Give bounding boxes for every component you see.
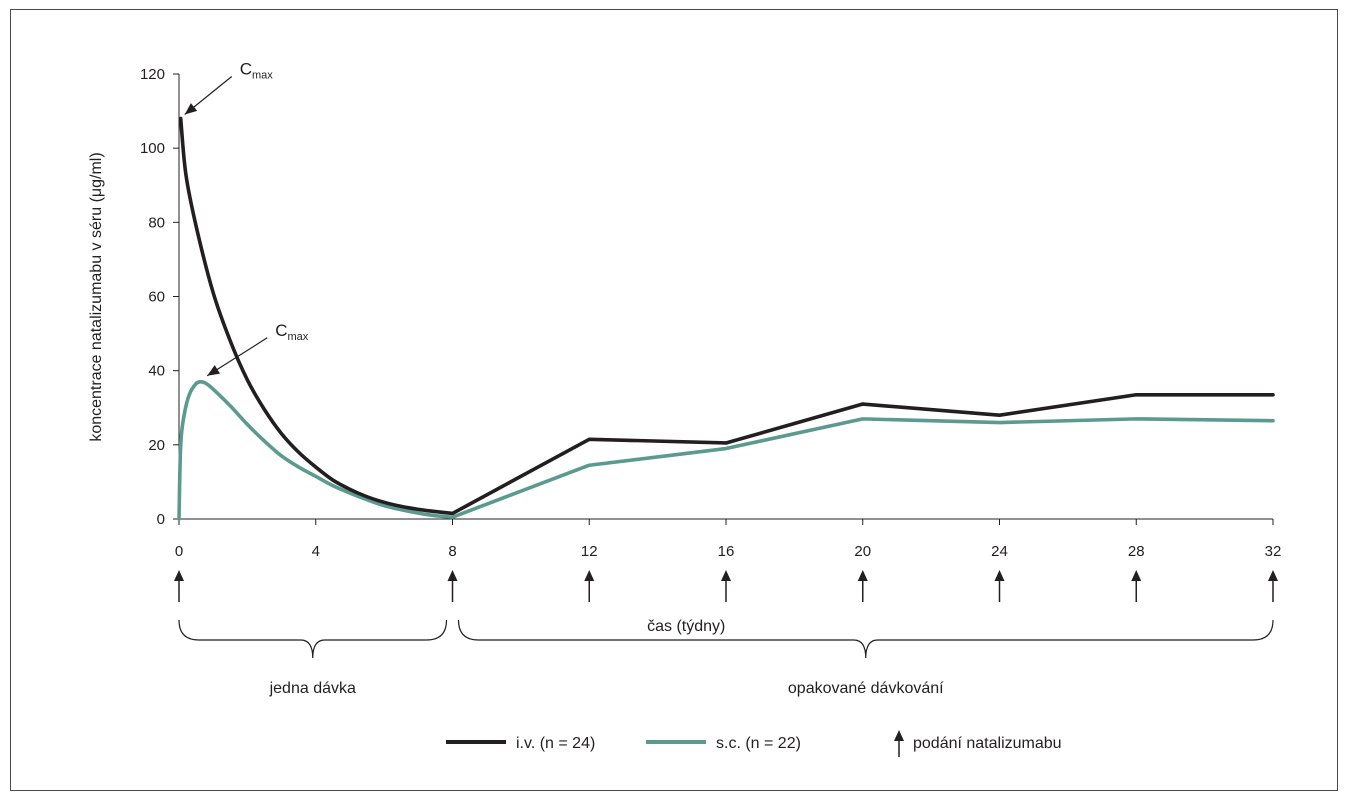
arrow-head [584, 570, 595, 581]
y-tick-label: 120 [140, 66, 165, 83]
cmax-arrow-head [184, 103, 198, 115]
cmax-label: Cmax [240, 60, 274, 82]
y-ticks: 0 20 40 60 80 100 120 [140, 66, 179, 528]
series-line [178, 116, 1275, 516]
y-tick-label: 40 [148, 363, 165, 380]
cmax-annotation: Cmax [184, 60, 274, 115]
y-tick-label: 100 [140, 140, 165, 157]
y-axis-label: koncentrace natalizumabu v séru (μg/ml) [88, 152, 105, 441]
dose-arrow-icon [584, 570, 595, 602]
y-tick-label: 80 [148, 214, 165, 231]
phase-brace [457, 619, 1274, 659]
x-tick-label: 0 [175, 543, 183, 560]
series-sc [177, 379, 1275, 521]
legend-label-dose: podání natalizumabu [913, 735, 1062, 752]
y-tick-label: 60 [148, 289, 165, 306]
y-tick-label: 20 [148, 437, 165, 454]
cmax-arrow-head [207, 365, 221, 376]
dose-arrows [174, 570, 1278, 602]
cmax-annotation: Cmax [206, 321, 309, 377]
x-tick-label: 4 [312, 543, 320, 560]
dose-arrow-icon [1268, 570, 1278, 602]
phase-label: opakované dávkování [788, 680, 944, 697]
legend-arrow [894, 730, 904, 757]
phase-brace [178, 619, 448, 659]
cmax-subscript: max [252, 70, 273, 82]
y-tick-label: 0 [157, 511, 165, 528]
arrow-head [894, 730, 904, 741]
legend-label-iv: i.v. (n = 24) [516, 735, 595, 752]
dose-arrow-icon [447, 570, 458, 602]
arrow-head [857, 570, 868, 581]
dose-arrow-icon [1131, 570, 1142, 602]
x-tick-label: 8 [448, 543, 456, 560]
axes [178, 74, 1273, 520]
arrow-head [174, 570, 184, 581]
dose-arrow-icon [994, 570, 1005, 602]
dose-arrow-icon [721, 570, 731, 602]
series-line [177, 379, 1275, 521]
arrow-head [994, 570, 1005, 581]
phase-label: jedna dávka [269, 680, 356, 697]
x-tick-label: 16 [718, 543, 735, 560]
legend-arrow-up-icon [894, 730, 904, 757]
arrow-head [721, 570, 731, 581]
x-ticks: 0 4 8 12 16 20 24 28 32 [175, 519, 1282, 560]
cmax-subscript: max [288, 331, 309, 343]
x-tick-label: 28 [1128, 543, 1145, 560]
x-axis-label: čas (týdny) [647, 618, 725, 635]
dose-arrow-icon [174, 570, 184, 602]
legend-label-sc: s.c. (n = 22) [716, 735, 801, 752]
x-tick-label: 20 [854, 543, 871, 560]
arrow-head [447, 570, 458, 581]
cmax-label: Cmax [275, 321, 309, 343]
annotations: Cmax Cmax [184, 60, 309, 377]
x-tick-label: 32 [1265, 543, 1282, 560]
figure-frame [10, 9, 1338, 791]
arrow-head [1131, 570, 1142, 581]
legend: i.v. (n = 24) s.c. (n = 22) podání natal… [446, 730, 1062, 757]
phase-braces: jedna dávka opakované dávkování [178, 619, 1274, 697]
dose-arrow-icon [857, 570, 868, 602]
series-iv [178, 116, 1275, 516]
x-tick-label: 24 [991, 543, 1008, 560]
series-layer [177, 116, 1275, 521]
x-tick-label: 12 [581, 543, 598, 560]
arrow-head [1268, 570, 1278, 581]
